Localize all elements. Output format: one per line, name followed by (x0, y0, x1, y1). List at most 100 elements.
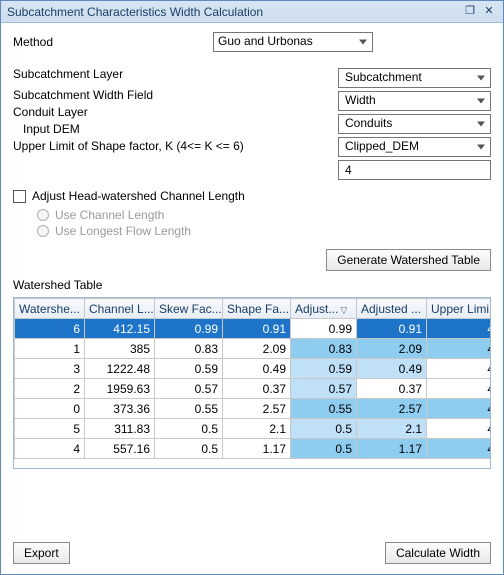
table-row[interactable]: 31222.480.590.490.590.494 (15, 359, 492, 379)
table-cell[interactable]: 0 (15, 399, 85, 419)
subcatch-layer-label: Subcatchment Layer (13, 67, 338, 81)
table-cell[interactable]: 311.83 (85, 419, 155, 439)
upper-limit-input[interactable] (338, 160, 491, 180)
table-cell[interactable]: 0.99 (291, 319, 357, 339)
subcatch-layer-select[interactable]: Subcatchment (338, 68, 491, 88)
radio-group: Use Channel Length Use Longest Flow Leng… (37, 208, 491, 238)
table-cell[interactable]: 412.15 (85, 319, 155, 339)
table-cell[interactable]: 2.1 (357, 419, 427, 439)
table-cell[interactable]: 0.49 (357, 359, 427, 379)
column-header[interactable]: Upper Limi... (427, 299, 492, 319)
table-cell[interactable]: 0.5 (155, 439, 223, 459)
table-cell[interactable]: 0.99 (155, 319, 223, 339)
table-cell[interactable]: 0.5 (155, 419, 223, 439)
close-icon[interactable]: ✕ (481, 5, 497, 19)
use-longest-row: Use Longest Flow Length (37, 224, 491, 238)
column-header[interactable]: Channel L... (85, 299, 155, 319)
conduit-layer-label: Conduit Layer (13, 105, 338, 119)
export-button[interactable]: Export (13, 542, 70, 564)
watershed-table-grid[interactable]: Watershe...Channel L...Skew Fac...Shape … (14, 298, 491, 459)
subcatch-width-label: Subcatchment Width Field (13, 88, 338, 102)
table-cell[interactable]: 3 (15, 359, 85, 379)
table-cell[interactable]: 0.59 (155, 359, 223, 379)
table-cell[interactable]: 6 (15, 319, 85, 339)
table-cell[interactable]: 0.83 (291, 339, 357, 359)
table-cell[interactable]: 0.55 (291, 399, 357, 419)
table-cell[interactable]: 0.83 (155, 339, 223, 359)
table-row[interactable]: 4557.160.51.170.51.174 (15, 439, 492, 459)
input-dem-label: Input DEM (13, 122, 338, 136)
table-cell[interactable]: 2.57 (223, 399, 291, 419)
table-cell[interactable]: 0.5 (291, 419, 357, 439)
table-cell[interactable]: 0.91 (357, 319, 427, 339)
sort-desc-icon: ▽ (340, 305, 347, 315)
use-longest-label: Use Longest Flow Length (55, 224, 191, 238)
table-cell[interactable]: 4 (427, 439, 492, 459)
table-cell[interactable]: 4 (427, 339, 492, 359)
method-row: Method Guo and Urbonas (13, 31, 491, 53)
maximize-icon[interactable]: ❐ (462, 5, 478, 19)
input-dem-select[interactable]: Clipped_DEM (338, 137, 491, 157)
column-header[interactable]: Adjust...▽ (291, 299, 357, 319)
table-cell[interactable]: 4 (427, 319, 492, 339)
window-title: Subcatchment Characteristics Width Calcu… (7, 5, 459, 19)
table-cell[interactable]: 373.36 (85, 399, 155, 419)
calculate-button[interactable]: Calculate Width (385, 542, 491, 564)
table-row[interactable]: 21959.630.570.370.570.374 (15, 379, 492, 399)
table-cell[interactable]: 0.57 (291, 379, 357, 399)
adjust-head-row: Adjust Head-watershed Channel Length (13, 189, 491, 203)
titlebar: Subcatchment Characteristics Width Calcu… (1, 1, 503, 23)
upper-limit-label: Upper Limit of Shape factor, K (4<= K <=… (13, 139, 338, 153)
table-cell[interactable]: 1.17 (357, 439, 427, 459)
conduit-layer-select[interactable]: Conduits (338, 114, 491, 134)
table-cell[interactable]: 1.17 (223, 439, 291, 459)
column-header[interactable]: Skew Fac... (155, 299, 223, 319)
use-longest-radio[interactable] (37, 225, 49, 237)
table-cell[interactable]: 0.37 (223, 379, 291, 399)
table-cell[interactable]: 2.09 (223, 339, 291, 359)
dialog-window: Subcatchment Characteristics Width Calcu… (0, 0, 504, 575)
table-cell[interactable]: 0.49 (223, 359, 291, 379)
table-cell[interactable]: 0.57 (155, 379, 223, 399)
adjust-head-checkbox[interactable] (13, 190, 26, 203)
watershed-table-label: Watershed Table (13, 278, 491, 292)
column-header[interactable]: Watershe... (15, 299, 85, 319)
table-row[interactable]: 5311.830.52.10.52.14 (15, 419, 492, 439)
dialog-content: Method Guo and Urbonas Subcatchment Laye… (1, 23, 503, 574)
table-cell[interactable]: 0.5 (291, 439, 357, 459)
watershed-table: Watershe...Channel L...Skew Fac...Shape … (13, 297, 491, 469)
table-row[interactable]: 6412.150.990.910.990.914 (15, 319, 492, 339)
table-cell[interactable]: 385 (85, 339, 155, 359)
table-cell[interactable]: 4 (427, 379, 492, 399)
table-cell[interactable]: 2 (15, 379, 85, 399)
adjust-head-label: Adjust Head-watershed Channel Length (32, 189, 245, 203)
use-channel-label: Use Channel Length (55, 208, 164, 222)
table-cell[interactable]: 2.57 (357, 399, 427, 419)
table-row[interactable]: 0373.360.552.570.552.574 (15, 399, 492, 419)
table-cell[interactable]: 2.1 (223, 419, 291, 439)
table-cell[interactable]: 0.59 (291, 359, 357, 379)
subcatch-width-select[interactable]: Width (338, 91, 491, 111)
column-header[interactable]: Adjusted ... (357, 299, 427, 319)
table-row[interactable]: 13850.832.090.832.094 (15, 339, 492, 359)
method-label: Method (13, 35, 213, 49)
method-select-wrap: Guo and Urbonas (213, 32, 373, 52)
table-cell[interactable]: 2.09 (357, 339, 427, 359)
table-cell[interactable]: 0.37 (357, 379, 427, 399)
use-channel-row: Use Channel Length (37, 208, 491, 222)
use-channel-radio[interactable] (37, 209, 49, 221)
generate-button[interactable]: Generate Watershed Table (326, 249, 491, 271)
table-cell[interactable]: 4 (427, 399, 492, 419)
column-header[interactable]: Shape Fa... (223, 299, 291, 319)
table-cell[interactable]: 4 (427, 359, 492, 379)
table-cell[interactable]: 5 (15, 419, 85, 439)
table-cell[interactable]: 557.16 (85, 439, 155, 459)
table-cell[interactable]: 1959.63 (85, 379, 155, 399)
table-cell[interactable]: 0.55 (155, 399, 223, 419)
table-cell[interactable]: 1 (15, 339, 85, 359)
table-cell[interactable]: 4 (427, 419, 492, 439)
table-cell[interactable]: 4 (15, 439, 85, 459)
table-cell[interactable]: 0.91 (223, 319, 291, 339)
table-cell[interactable]: 1222.48 (85, 359, 155, 379)
method-select[interactable]: Guo and Urbonas (213, 32, 373, 52)
